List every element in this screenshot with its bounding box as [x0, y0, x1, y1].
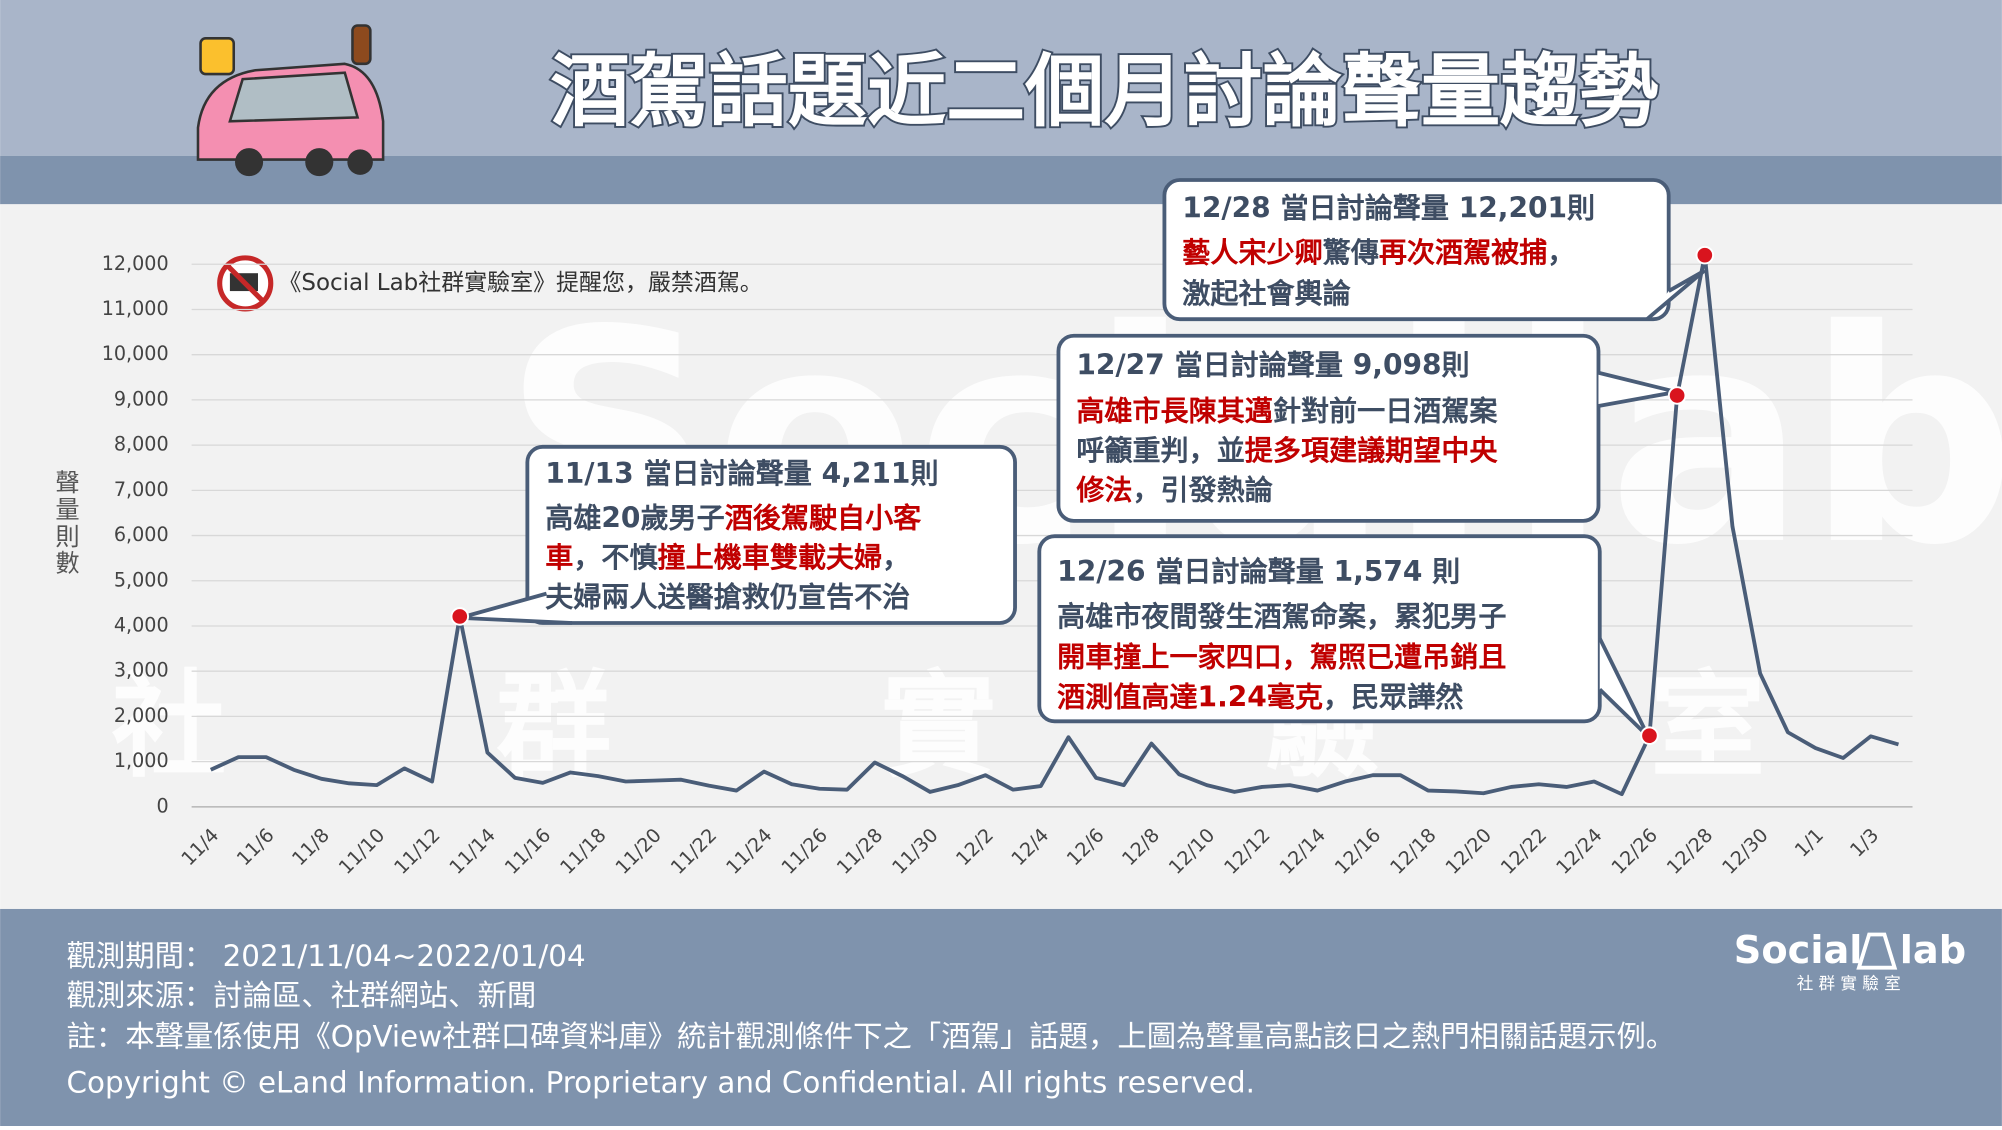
- point-marker: [450, 607, 470, 626]
- callout: 11/13 當日討論聲量 4,211則高雄20歲男子酒後駕駛自小客車，不慎撞上機…: [459, 444, 1017, 625]
- callout-segment: ，民眾譁然: [1323, 680, 1463, 713]
- y-tick-label: 9,000: [114, 387, 169, 410]
- y-tick-label: 0: [156, 794, 168, 817]
- logo-right: lab: [1900, 928, 1966, 973]
- callout-line: 夫婦兩人送醫搶救仍宣告不治: [545, 581, 910, 614]
- y-tick-label: 10,000: [102, 342, 169, 365]
- callout-segment: 激起社會輿論: [1182, 277, 1351, 310]
- callout-line: 車，不慎撞上機車雙載夫婦，: [545, 541, 910, 574]
- y-axis-label: 聲量則數: [51, 470, 80, 577]
- callout-segment: 撞上機車雙載夫婦: [658, 541, 883, 574]
- logo-subtitle: 社 群 實 驗 室: [1797, 974, 1901, 993]
- callout-segment: ，引發熱論: [1132, 474, 1273, 507]
- callout-line: 呼籲重判，並提多項建議期望中央: [1076, 434, 1498, 467]
- footer-line: 觀測來源：討論區、社群網站、新聞: [66, 979, 536, 1013]
- notice: 《Social Lab社群實驗室》提醒您，嚴禁酒駕。: [278, 270, 762, 296]
- y-tick-label: 2,000: [114, 704, 169, 727]
- callout-segment: 修法: [1075, 474, 1132, 507]
- callout-segment: 高雄20歲男子: [545, 502, 724, 535]
- callout-line: 酒測值高達1.24毫克，民眾譁然: [1057, 680, 1463, 713]
- callout-line: 修法，引發熱論: [1075, 474, 1273, 507]
- callout: 12/26 當日討論聲量 1,574 則高雄市夜間發生酒駕命案，累犯男子開車撞上…: [1037, 534, 1650, 738]
- point-marker: [1667, 386, 1687, 405]
- point-marker: [1695, 245, 1715, 265]
- footer-line: Copyright © eLand Information. Proprieta…: [66, 1065, 1254, 1099]
- y-tick-label: 12,000: [102, 252, 169, 275]
- callout-segment: ，: [1547, 236, 1575, 269]
- logo-left: Social: [1734, 928, 1863, 973]
- callout: 12/27 當日討論聲量 9,098則高雄市長陳其邁針對前一日酒駕案呼籲重判，並…: [1056, 333, 1677, 523]
- y-tick-label: 8,000: [114, 433, 169, 456]
- y-tick-label: 1,000: [114, 749, 169, 772]
- car-icon: [196, 24, 385, 177]
- callout-line: 高雄市長陳其邁針對前一日酒駕案: [1076, 394, 1498, 427]
- footer-line: 觀測期間： 2021/11/04~2022/01/04: [66, 939, 585, 973]
- callout-box: [525, 444, 1017, 625]
- line: [209, 253, 1900, 797]
- callout-segment: 酒測值高達1.24毫克: [1057, 680, 1323, 713]
- callout-segment: 高雄市夜間發生酒駕命案，累犯男子: [1057, 600, 1506, 633]
- callout-title: 12/28 當日討論聲量 12,201則: [1182, 191, 1595, 224]
- title: 酒駕話題近二個月討論聲量趨勢: [550, 45, 1658, 137]
- callout-segment: 提多項建議期望中央: [1245, 434, 1499, 467]
- callout-segment: 針對前一日酒駕案: [1273, 394, 1499, 427]
- callout-segment: ，: [882, 541, 910, 574]
- y-tick-label: 3,000: [114, 659, 169, 682]
- callout-box: [1037, 534, 1602, 724]
- y-tick-label: 4,000: [114, 613, 169, 636]
- callout-segment: ，不慎: [573, 541, 657, 574]
- callout-segment: 高雄市長陳其邁: [1076, 394, 1273, 427]
- callout-segment: 藝人宋少卿: [1182, 236, 1322, 269]
- footer-line: 註：本聲量係使用《OpView社群口碑資料庫》統計觀測條件下之「酒駕」話題，上圖…: [66, 1019, 1675, 1053]
- no-drink-icon: [217, 255, 274, 312]
- callout-segment: 開車撞上一家四口，駕照已遭吊銷且: [1057, 641, 1506, 674]
- header-band-dark: [0, 155, 2002, 205]
- callout-tail: [1645, 268, 1706, 321]
- callout-box: [1056, 333, 1601, 523]
- y-tick-label: 7,000: [114, 478, 169, 501]
- callout-segment: 呼籲重判，並: [1076, 434, 1244, 467]
- callout-line: 藝人宋少卿驚傳再次酒駕被捕，: [1182, 236, 1575, 269]
- callout-title: 12/26 當日討論聲量 1,574 則: [1057, 555, 1460, 588]
- logo-flask: [1856, 932, 1898, 970]
- callout-box: [1162, 178, 1671, 322]
- callout-line: 高雄市夜間發生酒駕命案，累犯男子: [1057, 600, 1506, 633]
- callout-segment: 酒後駕駛自小客: [725, 502, 922, 535]
- grid: [191, 263, 1913, 808]
- callout-line: 高雄20歲男子酒後駕駛自小客: [545, 502, 922, 535]
- y-tick-label: 5,000: [114, 568, 169, 591]
- callout-segment: 再次酒駕被捕: [1379, 236, 1547, 269]
- callout-title: 12/27 當日討論聲量 9,098則: [1076, 348, 1469, 381]
- callout-title: 11/13 當日討論聲量 4,211則: [545, 457, 938, 490]
- point-marker: [1640, 726, 1659, 745]
- footer-band: [0, 908, 2002, 1126]
- y-tick-label: 11,000: [102, 297, 169, 320]
- callout-segment: 車: [545, 541, 573, 574]
- callout-line: 開車撞上一家四口，駕照已遭吊銷且: [1057, 641, 1506, 674]
- callout-line: 激起社會輿論: [1182, 277, 1351, 310]
- y-tick-label: 6,000: [114, 523, 169, 546]
- callout-segment: 驚傳: [1323, 236, 1379, 269]
- callout-segment: 夫婦兩人送醫搶救仍宣告不治: [545, 581, 910, 614]
